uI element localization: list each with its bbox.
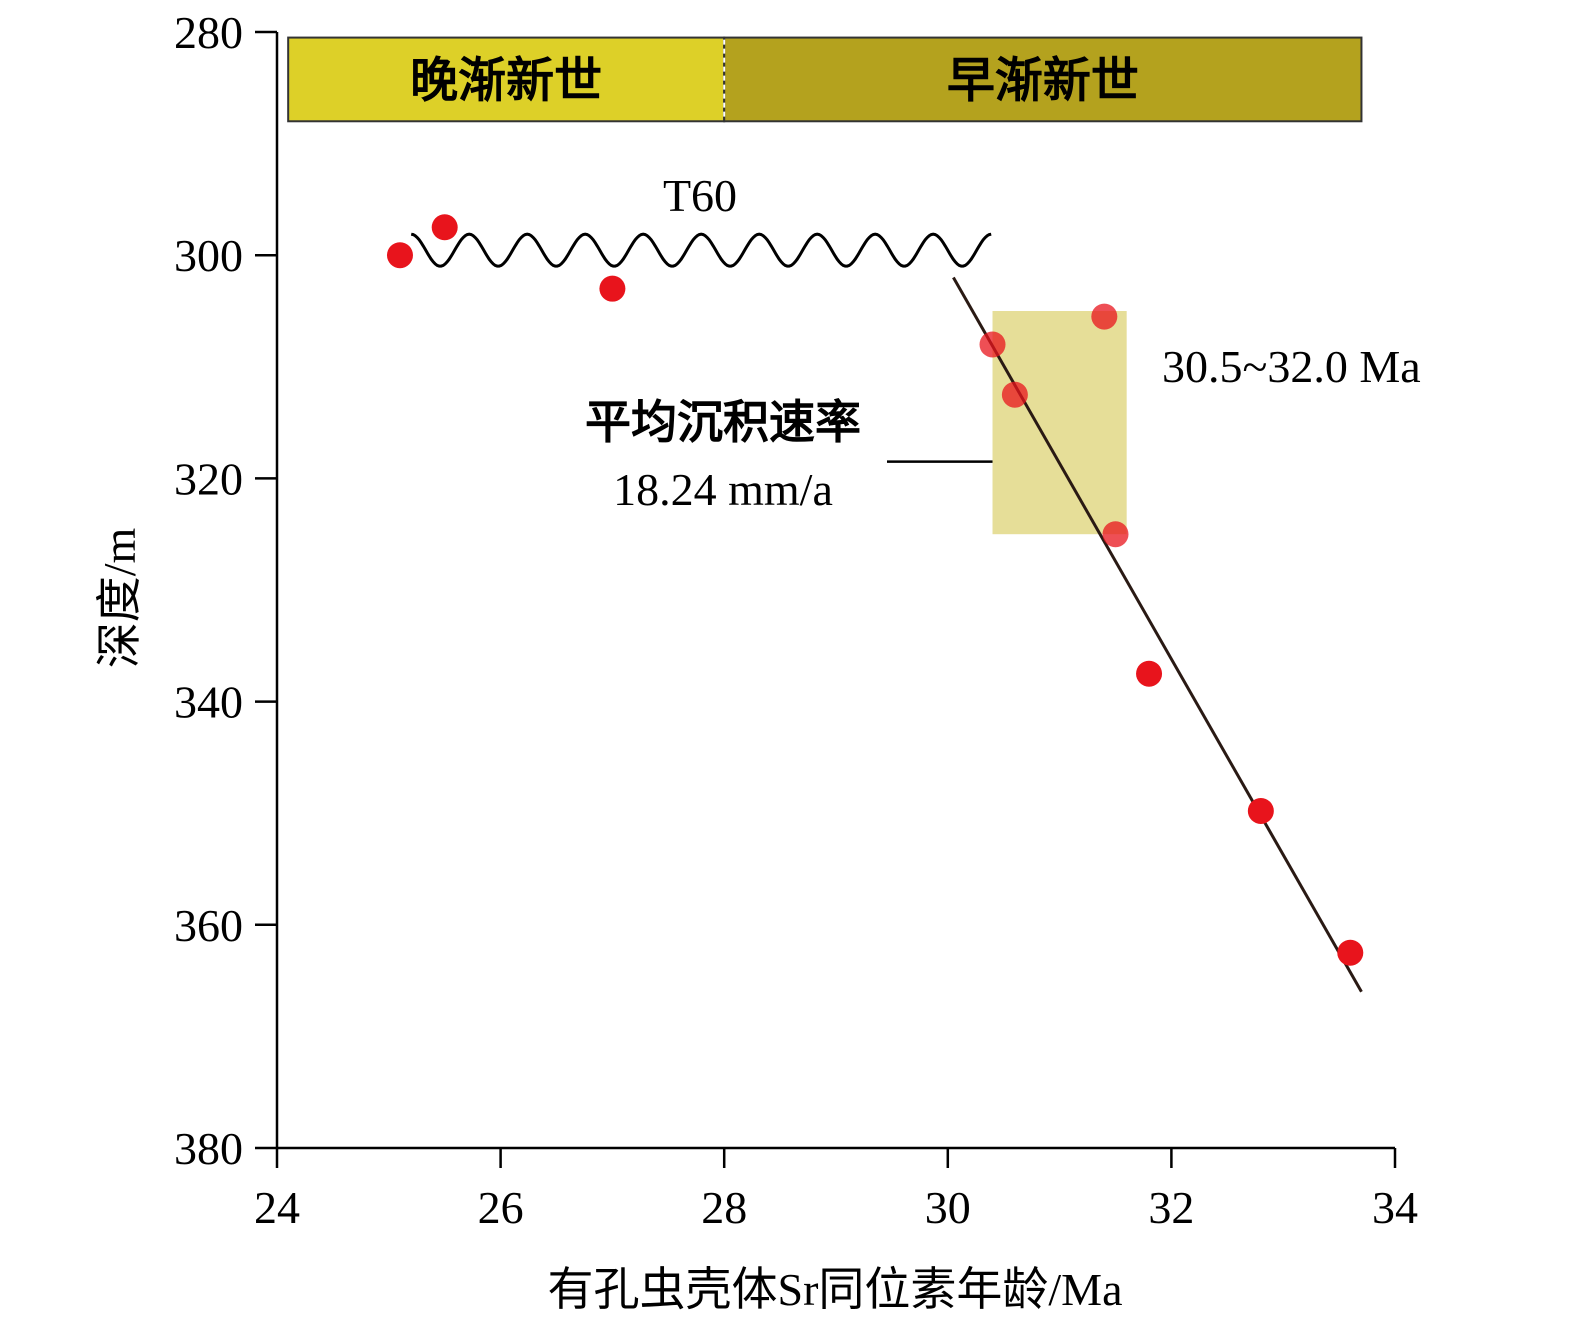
unconformity-layer <box>410 232 992 268</box>
y-axis-title: 深度/m <box>94 528 145 669</box>
rate-label: 平均沉积速率 <box>585 397 861 448</box>
age-range-label: 30.5~32.0 Ma <box>1162 341 1421 392</box>
highlight-layer <box>887 311 1127 535</box>
epoch-box <box>287 36 726 123</box>
data-point <box>1247 797 1274 824</box>
y-tick-label: 300 <box>174 230 243 281</box>
x-tick-label: 28 <box>701 1182 747 1233</box>
y-tick-label: 320 <box>174 453 243 504</box>
x-tick-label: 30 <box>925 1182 971 1233</box>
epoch-label: 早渐新世 <box>947 54 1139 107</box>
data-point <box>1102 521 1129 548</box>
x-tick-label: 34 <box>1372 1182 1418 1233</box>
data-point <box>1001 381 1028 408</box>
y-tick-label: 280 <box>174 7 243 58</box>
x-tick-label: 32 <box>1148 1182 1194 1233</box>
data-point <box>431 214 458 241</box>
unconformity-label: T60 <box>663 170 737 221</box>
epoch-box <box>723 36 1363 123</box>
rate-value: 18.24 mm/a <box>613 464 833 515</box>
y-tick-label: 380 <box>174 1123 243 1174</box>
x-tick-label: 26 <box>478 1182 524 1233</box>
points-layer <box>386 214 1364 966</box>
data-point <box>1337 939 1364 966</box>
data-point <box>599 275 626 302</box>
x-tick-label: 24 <box>254 1182 300 1233</box>
data-point <box>1091 303 1118 330</box>
data-point <box>979 331 1006 358</box>
highlight-box <box>992 311 1127 535</box>
y-tick-label: 340 <box>174 677 243 728</box>
y-tick-label: 360 <box>174 900 243 951</box>
data-point <box>1136 660 1163 687</box>
x-axis-title: 有孔虫壳体Sr同位素年龄/Ma <box>548 1264 1123 1315</box>
unconformity-wave <box>410 232 992 268</box>
epoch-label: 晚渐新世 <box>410 54 602 107</box>
data-point <box>386 242 413 269</box>
epoch-band: 晚渐新世 早渐新世 <box>287 36 1363 123</box>
